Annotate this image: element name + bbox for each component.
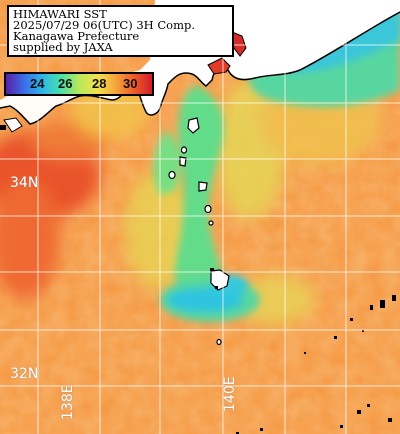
header-title: HIMAWARI SST — [13, 7, 107, 21]
land-patch-west — [3, 117, 23, 133]
latitude-label-34n: 34N — [10, 175, 39, 191]
longitude-label-138e: 138E — [60, 384, 76, 420]
island-toshima — [180, 146, 188, 154]
header-region: Kanagawa Prefecture — [13, 29, 140, 43]
land-patch-red — [207, 57, 231, 75]
island-hachijo-kojima — [216, 338, 222, 346]
colorbar-tick-28: 28 — [92, 76, 107, 91]
island-niijima — [179, 156, 187, 167]
island-miyakejima — [204, 204, 212, 214]
island-hachijojima — [210, 269, 230, 291]
latitude-label-32n: 32N — [10, 366, 39, 382]
island-oshima — [187, 117, 200, 134]
map-info-box: HIMAWARI SST 2025/07/29 06(UTC) 3H Comp.… — [7, 5, 234, 57]
colorbar-tick-26: 26 — [58, 76, 73, 91]
longitude-label-140e: 140E — [222, 376, 238, 412]
header-credit: supplied by JAXA — [13, 40, 113, 54]
colorbar-tick-24: 24 — [30, 76, 45, 91]
island-shikinejima — [168, 170, 176, 180]
island-mikurajima — [208, 220, 214, 226]
header-datetime: 2025/07/29 06(UTC) 3H Comp. — [13, 18, 196, 32]
island-kozushima — [198, 181, 208, 192]
island-markers — [0, 125, 218, 289]
colorbar-tick-30: 30 — [123, 76, 138, 91]
sst-colorbar: 24 26 28 30 — [4, 72, 154, 96]
no-data-specks — [236, 295, 396, 434]
